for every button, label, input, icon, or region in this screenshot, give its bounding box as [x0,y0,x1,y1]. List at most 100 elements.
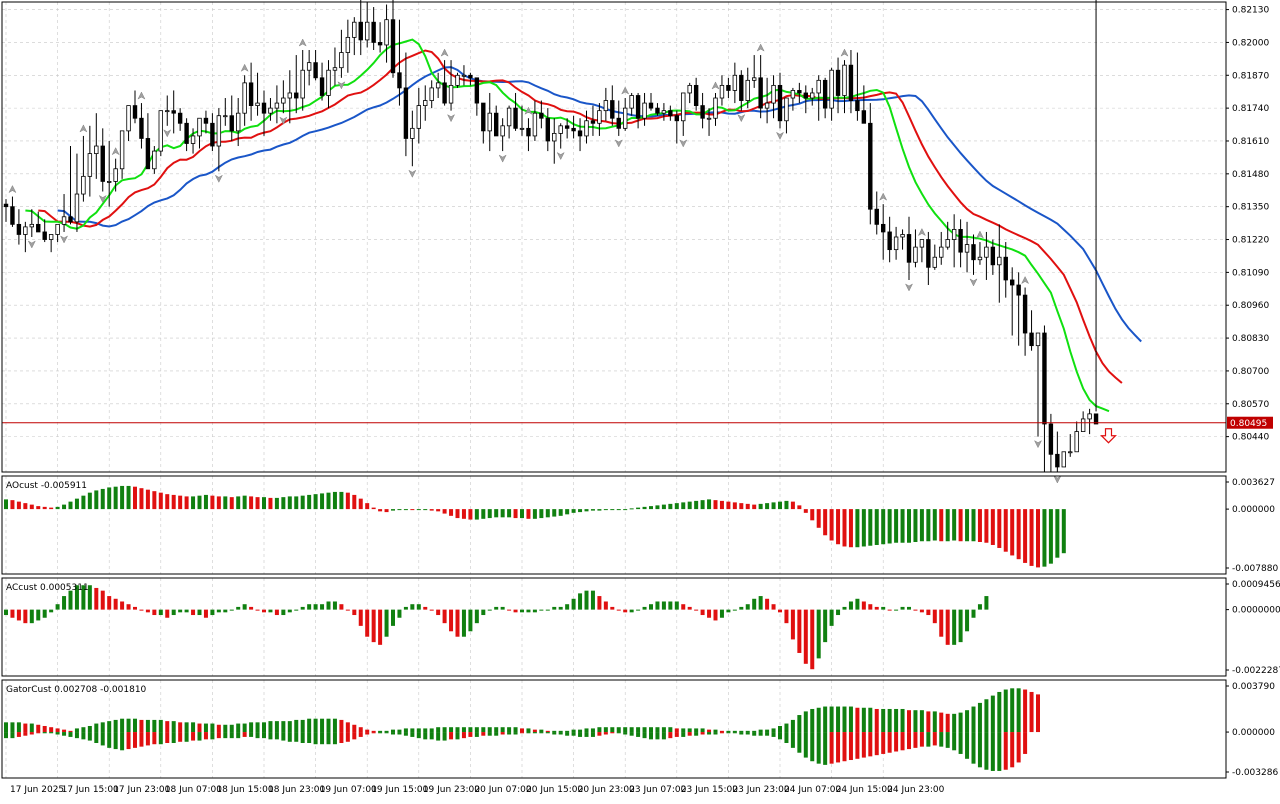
gator-lower-bar [887,732,892,753]
candle-bull [455,74,460,86]
ac-bar [713,609,718,621]
candle-bear [777,84,783,122]
ac-bar [558,606,563,610]
fractal-down-icon [969,278,978,287]
gator-upper-bar [455,727,460,733]
y-axis-tick-label: 0.81220 [1232,236,1269,246]
gator-lower-bar [616,732,621,734]
gator-lower-bar [461,732,466,739]
ac-bar [597,596,602,610]
ac-bar [661,601,666,610]
ao-bar [842,509,847,547]
y-axis-tick-label: 0.82130 [1232,6,1269,16]
gator-lower-bar [907,732,911,750]
candle-bear [313,62,318,79]
y-axis-tick-label: 0.81870 [1232,71,1269,81]
gator-upper-bar [210,723,215,733]
gator-lower-bar [281,732,286,741]
gator-upper-bar [184,722,189,733]
gator-upper-bar [152,719,157,733]
ao-bar [984,509,989,543]
candle-bull [719,84,725,99]
candle-bear [442,82,447,104]
ao-bar [713,500,718,510]
gator-lower-bar [62,732,67,736]
candle-bull [919,239,925,248]
candle-bull [603,100,609,112]
ac-bar [603,601,608,610]
gator-upper-bar [823,706,828,733]
candle-bear [132,105,138,119]
ao-bar [281,497,286,510]
ac-bar [287,609,292,613]
gator-upper-bar [171,721,176,733]
ao-bar [558,509,563,516]
ao-bar [971,509,976,542]
gator-lower-bar [584,732,589,737]
gator-upper-bar [236,723,241,733]
gator-upper-bar [558,730,563,733]
ac-bar [416,604,421,610]
gator-upper-bar [732,730,737,733]
gator-lower-bar [113,732,118,750]
ac-bar [939,609,944,637]
ao-bar [900,509,905,543]
candle-bull [255,102,260,107]
gator-lower-bar [655,732,660,740]
ao-bar [868,509,873,546]
gator-lower-bar [1023,732,1028,754]
candle-bull [152,150,157,170]
gator-lower-bar [107,732,112,748]
ac-bar [436,609,441,616]
gator-upper-bar [249,722,254,733]
ac-bar [126,604,131,610]
fractal-down-icon [1053,475,1062,484]
fractal-down-icon [498,154,507,163]
ac-bar [790,609,795,640]
fractal-down-icon [214,174,223,183]
ac-bar [810,609,815,670]
ac-bar [74,585,79,610]
x-axis-tick-label: 20 Jun 15:00 [526,785,583,795]
ac-bar [945,609,950,645]
ao-bar [823,509,828,536]
gator-lower-bar [565,732,570,736]
candle-bull [964,244,970,253]
gator-lower-bar [49,732,54,734]
ac-bar [526,609,531,613]
x-axis-tick-label: 20 Jun 07:00 [474,785,531,795]
gator-upper-bar [113,719,118,733]
gator-upper-bar [16,722,21,733]
candle-bear [848,64,854,101]
ao-bar [449,509,454,516]
ac-bar [487,609,492,611]
ao-bar [378,509,383,512]
gator-upper-bar [403,728,408,733]
ao-bar [907,509,911,543]
gator-lower-bar [455,732,460,740]
x-axis-tick-label: 17 Jun 23:00 [113,785,170,795]
candle-bull [119,130,125,170]
fractal-down-icon [163,129,172,138]
fractal-up-icon [298,38,307,47]
current-price-label: 0.80495 [1230,419,1267,429]
ao-bar [997,509,1002,548]
ac-bar [274,609,279,616]
gator-upper-bar [197,723,202,733]
ao-bar [726,501,731,510]
gator-upper-bar [900,708,905,733]
ac-bar [642,606,647,610]
ac-bar [545,609,550,611]
gator-pane-label: GatorCust 0.002708 -0.001810 [6,685,147,695]
ao-bar [1029,509,1034,566]
gator-lower-bar [719,732,724,734]
candle-bear [16,223,22,235]
ao-bar [326,492,331,510]
ac-bar [133,606,137,610]
ac-bar [623,609,628,613]
candle-bull [984,246,989,258]
gator-upper-bar [410,728,415,733]
gator-upper-bar [49,727,54,733]
